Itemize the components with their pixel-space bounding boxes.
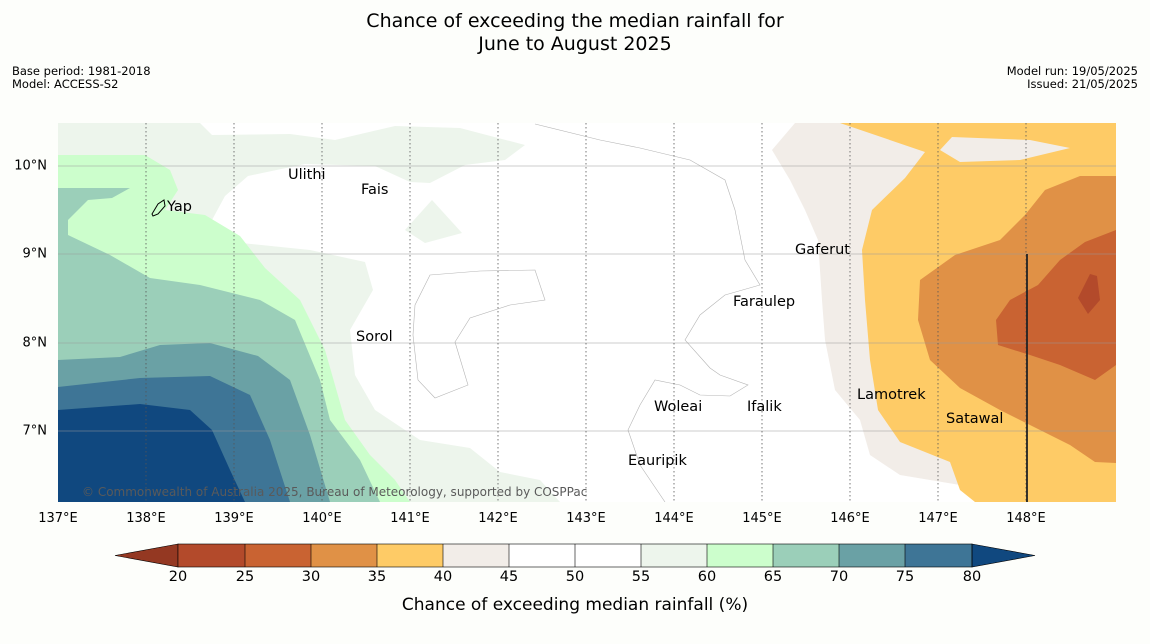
- cbar-tick-80: 80: [962, 569, 982, 585]
- cbar-tick-65: 65: [763, 569, 783, 585]
- lat-tick-10: 10°N: [14, 158, 47, 174]
- colorbar-bin-20-25: [178, 544, 245, 567]
- yap-island-outline: [151, 199, 166, 217]
- place-gaferut: Gaferut: [795, 242, 850, 258]
- colorbar-bin-35-40: [377, 544, 443, 567]
- cbar-tick-30: 30: [301, 569, 321, 585]
- contour-line-thin: [534, 123, 761, 502]
- contour-35-40-corner: [1106, 123, 1116, 130]
- place-faraulep: Faraulep: [733, 294, 796, 310]
- colorbar-bin-60-65: [707, 544, 773, 567]
- colorbar-bin-50-55: [575, 544, 641, 567]
- lon-tick-139: 139°E: [214, 511, 254, 526]
- lon-tick-138: 138°E: [126, 511, 166, 526]
- lon-tick-148: 148°E: [1006, 511, 1046, 526]
- colorbar-bin-25-30: [245, 544, 311, 567]
- issued-date: Issued: 21/05/2025: [1027, 77, 1138, 91]
- lon-tick-142: 142°E: [478, 511, 518, 526]
- base-period: Base period: 1981-2018: [12, 64, 151, 78]
- lon-tick-140: 140°E: [302, 511, 342, 526]
- contour-20-25: [1078, 274, 1100, 314]
- title-line-1: Chance of exceeding the median rainfall …: [366, 10, 784, 32]
- lat-tick-9: 9°N: [22, 246, 48, 262]
- map-gridlines: [58, 123, 1116, 502]
- place-sorol: Sorol: [356, 329, 393, 345]
- place-satawal: Satawal: [946, 411, 1004, 427]
- cbar-tick-45: 45: [499, 569, 519, 585]
- place-eauripik: Eauripik: [628, 453, 687, 469]
- place-lamotrek: Lamotrek: [857, 387, 926, 403]
- colorbar-extend-low: [114, 543, 179, 568]
- meta-left: Base period: 1981-2018 Model: ACCESS-S2: [12, 65, 151, 91]
- colorbar-bin-40-45: [443, 544, 509, 567]
- place-yap: Yap: [167, 199, 192, 215]
- rainfall-contours: [58, 123, 1116, 502]
- contour-gt80: [58, 404, 245, 502]
- colorbar-bin-55-60: [641, 544, 707, 567]
- model-name: Model: ACCESS-S2: [12, 77, 119, 91]
- contour-25-30: [996, 230, 1116, 380]
- place-ulithi: Ulithi: [288, 167, 326, 183]
- colorbar-bin-70-75: [839, 544, 905, 567]
- cbar-tick-40: 40: [433, 569, 453, 585]
- contour-line-island: [412, 269, 546, 399]
- lon-tick-143: 143°E: [566, 511, 606, 526]
- place-fais: Fais: [361, 182, 389, 198]
- cbar-tick-75: 75: [895, 569, 915, 585]
- cbar-tick-35: 35: [367, 569, 387, 585]
- lon-tick-137: 137°E: [38, 511, 78, 526]
- cbar-tick-50: 50: [565, 569, 585, 585]
- colorbar: [114, 543, 1036, 568]
- lon-tick-141: 141°E: [390, 511, 430, 526]
- lat-tick-7: 7°N: [22, 423, 48, 439]
- lat-tick-8: 8°N: [22, 335, 48, 351]
- lon-tick-146: 146°E: [830, 511, 870, 526]
- model-run: Model run: 19/05/2025: [1006, 64, 1138, 78]
- cbar-tick-20: 20: [168, 569, 188, 585]
- place-woleai: Woleai: [654, 399, 703, 415]
- title-line-2: June to August 2025: [478, 33, 672, 55]
- colorbar-extend-high: [971, 543, 1036, 568]
- colorbar-bin-45-50: [509, 544, 575, 567]
- cbar-tick-25: 25: [235, 569, 255, 585]
- contour-55-60-island: [405, 200, 462, 243]
- chart-title: Chance of exceeding the median rainfall …: [0, 10, 1150, 56]
- cbar-tick-70: 70: [829, 569, 849, 585]
- colorbar-label: Chance of exceeding median rainfall (%): [401, 595, 749, 615]
- colorbar-bin-30-35: [311, 544, 377, 567]
- contour-40-45-inner: [940, 137, 1070, 162]
- lon-tick-145: 145°E: [742, 511, 782, 526]
- cbar-tick-55: 55: [631, 569, 651, 585]
- meta-right: Model run: 19/05/2025 Issued: 21/05/2025: [1007, 65, 1138, 91]
- cbar-tick-60: 60: [697, 569, 717, 585]
- colorbar-bin-65-70: [773, 544, 839, 567]
- lon-tick-144: 144°E: [654, 511, 694, 526]
- place-ifalik: Ifalik: [747, 399, 782, 415]
- colorbar-bin-75-80: [905, 544, 972, 567]
- lon-tick-147: 147°E: [918, 511, 958, 526]
- copyright-notice: © Commonwealth of Australia 2025, Bureau…: [82, 485, 588, 499]
